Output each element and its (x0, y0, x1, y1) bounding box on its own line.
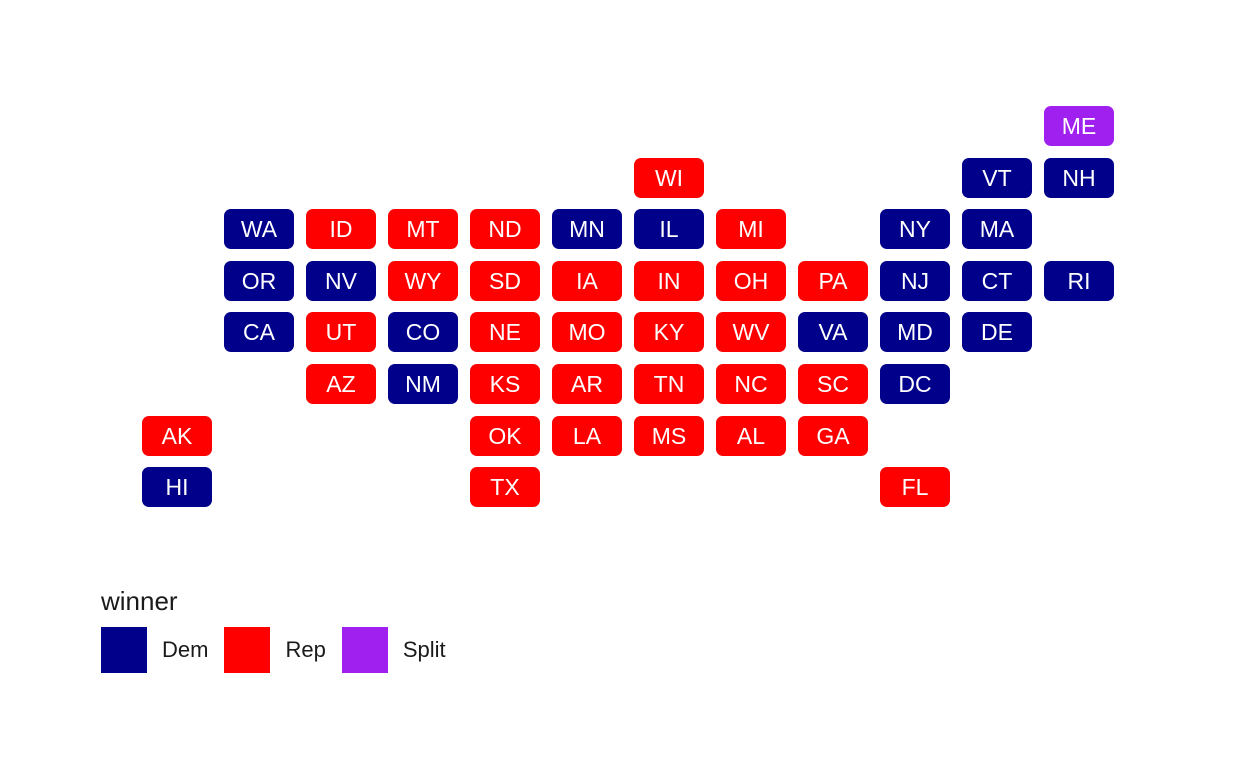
state-tile-ak: AK (142, 415, 212, 456)
state-tile-vt: VT (962, 157, 1032, 198)
legend-item-split: Split (341, 627, 446, 673)
state-tile-in: IN (634, 260, 704, 301)
state-tile-me: ME (1044, 106, 1114, 146)
state-tile-nc: NC (716, 364, 786, 404)
state-tile-fl: FL (880, 467, 950, 508)
state-tile-co: CO (388, 312, 458, 353)
state-tile-hi: HI (142, 467, 212, 508)
state-tile-nv: NV (306, 260, 376, 301)
state-tile-nm: NM (388, 364, 458, 404)
state-tile-dc: DC (880, 364, 950, 404)
state-tile-il: IL (634, 209, 704, 250)
state-tile-tn: TN (634, 364, 704, 404)
state-tile-ks: KS (470, 364, 540, 404)
state-tile-ok: OK (470, 415, 540, 456)
state-tile-sd: SD (470, 260, 540, 301)
state-tile-de: DE (962, 312, 1032, 353)
state-tile-ga: GA (798, 415, 868, 456)
state-tile-ia: IA (552, 260, 622, 301)
legend-title: winner (101, 586, 178, 616)
state-tile-mo: MO (552, 312, 622, 353)
state-tile-ct: CT (962, 260, 1032, 301)
state-tile-la: LA (552, 415, 622, 456)
legend-items: Dem Rep Split (101, 627, 462, 673)
state-tile-ri: RI (1044, 260, 1114, 301)
state-tile-mt: MT (388, 209, 458, 250)
legend-item-rep: Rep (224, 627, 326, 673)
state-tile-pa: PA (798, 260, 868, 301)
state-tile-ar: AR (552, 364, 622, 404)
state-tile-wa: WA (224, 209, 294, 250)
legend: winner Dem Rep Split (101, 584, 462, 673)
state-tile-ms: MS (634, 415, 704, 456)
state-tile-nj: NJ (880, 260, 950, 301)
legend-label-rep: Rep (285, 637, 326, 662)
state-tile-mn: MN (552, 209, 622, 250)
state-tile-or: OR (224, 260, 294, 301)
legend-item-dem: Dem (101, 627, 208, 673)
state-tile-ma: MA (962, 209, 1032, 250)
state-tile-nd: ND (470, 209, 540, 250)
state-tile-md: MD (880, 312, 950, 353)
state-tile-ky: KY (634, 312, 704, 353)
state-tile-tx: TX (470, 467, 540, 508)
state-tile-ut: UT (306, 312, 376, 353)
legend-label-dem: Dem (162, 637, 209, 662)
state-tile-mi: MI (716, 209, 786, 250)
state-tile-az: AZ (306, 364, 376, 404)
legend-swatch-dem (101, 627, 147, 673)
state-tile-va: VA (798, 312, 868, 353)
state-tile-wy: WY (388, 260, 458, 301)
state-tile-nh: NH (1044, 157, 1114, 198)
state-tile-ny: NY (880, 209, 950, 250)
legend-swatch-rep (224, 627, 271, 673)
state-tile-oh: OH (716, 260, 786, 301)
state-tile-id: ID (306, 209, 376, 250)
state-tile-wv: WV (716, 312, 786, 353)
legend-label-split: Split (402, 637, 446, 662)
state-tile-sc: SC (798, 364, 868, 404)
state-tile-al: AL (716, 415, 786, 456)
legend-swatch-split (341, 627, 388, 673)
state-tile-ne: NE (470, 312, 540, 353)
state-tile-wi: WI (634, 157, 704, 198)
state-tile-ca: CA (224, 312, 294, 353)
